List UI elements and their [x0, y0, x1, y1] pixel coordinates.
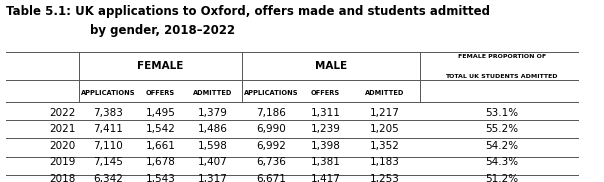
Text: 1,317: 1,317	[198, 174, 228, 182]
Text: 1,486: 1,486	[198, 124, 228, 134]
Text: by gender, 2018–2022: by gender, 2018–2022	[91, 24, 236, 37]
Text: 6,671: 6,671	[256, 174, 286, 182]
Text: 1,381: 1,381	[310, 157, 340, 167]
Text: 7,145: 7,145	[93, 157, 123, 167]
Text: Table 5.1: UK applications to Oxford, offers made and students admitted: Table 5.1: UK applications to Oxford, of…	[6, 5, 490, 18]
Text: 2021: 2021	[50, 124, 76, 134]
Text: 6,990: 6,990	[257, 124, 286, 134]
Text: 1,678: 1,678	[146, 157, 175, 167]
Text: 6,342: 6,342	[93, 174, 123, 182]
Text: 7,110: 7,110	[93, 141, 123, 151]
Text: TOTAL UK STUDENTS ADMITTED: TOTAL UK STUDENTS ADMITTED	[446, 74, 558, 79]
Text: 1,379: 1,379	[198, 108, 228, 118]
Text: 1,598: 1,598	[198, 141, 228, 151]
Text: 1,253: 1,253	[370, 174, 400, 182]
Text: 7,186: 7,186	[256, 108, 286, 118]
Text: 53.1%: 53.1%	[485, 108, 518, 118]
Text: OFFERS: OFFERS	[310, 90, 340, 96]
Text: 55.2%: 55.2%	[485, 124, 518, 134]
Text: OFFERS: OFFERS	[146, 90, 175, 96]
Text: 1,217: 1,217	[370, 108, 400, 118]
Text: ADMITTED: ADMITTED	[365, 90, 405, 96]
Text: 6,736: 6,736	[256, 157, 286, 167]
Text: 1,661: 1,661	[146, 141, 175, 151]
Text: 7,383: 7,383	[93, 108, 123, 118]
Text: 2019: 2019	[50, 157, 76, 167]
Text: 1,352: 1,352	[370, 141, 400, 151]
Text: MALE: MALE	[315, 61, 347, 71]
Text: 1,311: 1,311	[310, 108, 340, 118]
Text: 51.2%: 51.2%	[485, 174, 518, 182]
Text: APPLICATIONS: APPLICATIONS	[244, 90, 298, 96]
Text: 1,239: 1,239	[310, 124, 340, 134]
Text: 1,417: 1,417	[310, 174, 340, 182]
Text: 1,407: 1,407	[198, 157, 228, 167]
Text: 7,411: 7,411	[93, 124, 123, 134]
Text: 2022: 2022	[50, 108, 76, 118]
Text: 54.3%: 54.3%	[485, 157, 518, 167]
Text: FEMALE: FEMALE	[137, 61, 184, 71]
Text: FEMALE PROPORTION OF: FEMALE PROPORTION OF	[458, 54, 546, 59]
Text: 6,992: 6,992	[256, 141, 286, 151]
Text: 1,543: 1,543	[146, 174, 175, 182]
Text: 1,183: 1,183	[370, 157, 400, 167]
Text: 54.2%: 54.2%	[485, 141, 518, 151]
Text: 2020: 2020	[50, 141, 76, 151]
Text: 1,495: 1,495	[146, 108, 175, 118]
Text: 1,542: 1,542	[146, 124, 175, 134]
Text: APPLICATIONS: APPLICATIONS	[81, 90, 135, 96]
Text: 2018: 2018	[50, 174, 76, 182]
Text: 1,398: 1,398	[310, 141, 340, 151]
Text: 1,205: 1,205	[370, 124, 400, 134]
Text: ADMITTED: ADMITTED	[193, 90, 233, 96]
